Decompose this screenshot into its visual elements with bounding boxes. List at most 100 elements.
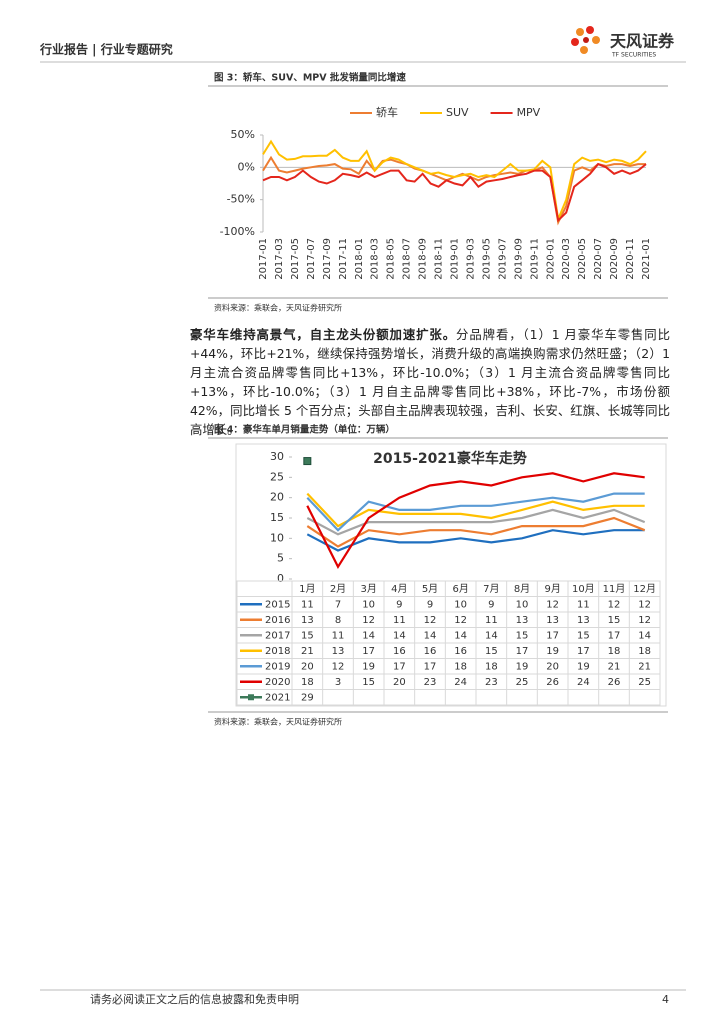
table-value: 10 (454, 599, 467, 610)
table-value: 8 (335, 615, 341, 626)
chart-frame (235, 443, 667, 707)
table-value: 23 (424, 677, 437, 688)
x-tick-label: 8月 (514, 583, 530, 595)
x-tick-label: 4月 (391, 583, 407, 595)
series-line (306, 492, 645, 528)
x-tick-label: 9月 (544, 583, 560, 595)
y-tick-label: 0 (277, 572, 284, 585)
table-value: 12 (332, 661, 345, 672)
table-value: 7 (335, 599, 341, 610)
table-value: 3 (335, 677, 341, 688)
table-value: 12 (638, 599, 651, 610)
table-value: 15 (516, 630, 529, 641)
table-value: 12 (546, 599, 559, 610)
table-value: 17 (516, 646, 529, 657)
table-value: 26 (608, 677, 621, 688)
x-tick-label: 2018-01 (354, 238, 365, 280)
x-tick-label: 2018-07 (402, 238, 413, 280)
table-value: 17 (546, 630, 559, 641)
x-tick-label: 2017-01 (258, 238, 269, 280)
body-paragraph: 豪华车维持高景气，自主龙头份额加速扩张。分品牌看，（1）1 月豪华车零售同比+4… (190, 325, 670, 439)
legend-label: 2018 (265, 646, 290, 657)
y-tick-label: -50% (227, 193, 255, 206)
x-tick-label: 2020-09 (609, 238, 620, 280)
table-value: 21 (608, 661, 621, 672)
x-tick-label: 2020-01 (545, 238, 556, 280)
table-value: 23 (485, 677, 498, 688)
table-value: 15 (301, 630, 314, 641)
x-tick-label: 12月 (633, 583, 656, 595)
table-value: 17 (608, 630, 621, 641)
legend-label: 2017 (265, 630, 290, 641)
figure-caption: 图 3：轿车、SUV、MPV 批发销量同比增速 (214, 72, 406, 84)
logo-icon (571, 26, 600, 54)
table-value: 20 (301, 661, 314, 672)
logo-cn: 天风证券 (610, 32, 675, 51)
x-tick-label: 5月 (422, 583, 438, 595)
table-value: 9 (396, 599, 402, 610)
y-tick-label: 30 (270, 450, 284, 463)
table-value: 18 (608, 646, 621, 657)
x-tick-label: 2017-05 (290, 238, 301, 280)
table-value: 13 (301, 615, 314, 626)
table-value: 25 (638, 677, 651, 688)
table-value: 19 (362, 661, 375, 672)
y-tick-label: 50% (231, 128, 255, 141)
table-value: 13 (577, 615, 590, 626)
table-value: 14 (424, 630, 437, 641)
y-tick-label: -100% (220, 225, 255, 238)
x-tick-label: 2月 (330, 583, 346, 595)
header-section: 行业报告 | 行业专题研究 (39, 42, 173, 57)
table-value: 19 (546, 646, 559, 657)
series-line (262, 162, 647, 223)
table-value: 15 (608, 615, 621, 626)
table-value: 20 (393, 677, 406, 688)
table-value: 26 (546, 677, 559, 688)
x-tick-label: 2017-07 (306, 238, 317, 280)
x-tick-label: 2021-01 (641, 238, 652, 280)
series-line (306, 508, 646, 536)
y-tick-label: 5 (277, 552, 284, 565)
table-value: 12 (638, 615, 651, 626)
table-value: 16 (393, 646, 406, 657)
legend-label: 2020 (265, 677, 290, 688)
table-value: 21 (301, 646, 314, 657)
table-value: 25 (516, 677, 529, 688)
x-tick-label: 3月 (360, 583, 376, 595)
table-value: 14 (638, 630, 651, 641)
series-line (262, 139, 647, 223)
legend-label: SUV (446, 106, 469, 119)
table-value: 13 (332, 646, 345, 657)
legend-label: 2019 (265, 661, 290, 672)
table-value: 14 (485, 630, 498, 641)
table-value: 19 (577, 661, 590, 672)
series-line (306, 472, 645, 570)
table-value: 11 (577, 599, 590, 610)
table-value: 14 (454, 630, 467, 641)
x-tick-label: 6月 (452, 583, 468, 595)
x-tick-label: 2018-05 (386, 238, 397, 280)
table-value: 24 (454, 677, 467, 688)
y-tick-label: 10 (270, 531, 284, 544)
x-tick-label: 2019-09 (513, 238, 524, 280)
x-tick-label: 2020-07 (593, 238, 604, 280)
y-tick-label: 15 (270, 511, 284, 524)
table-value: 10 (362, 599, 375, 610)
x-tick-label: 2019-01 (450, 238, 461, 280)
table-value: 13 (546, 615, 559, 626)
chart-title: 2015-2021豪华车走势 (373, 450, 527, 467)
legend-marker (248, 694, 254, 701)
table-value: 17 (362, 646, 375, 657)
table-value: 20 (546, 661, 559, 672)
logo-en: TF SECURITIES (611, 52, 656, 59)
table-value: 24 (577, 677, 590, 688)
table-value: 17 (577, 646, 590, 657)
legend-label: 轿车 (376, 105, 398, 119)
table-value: 17 (393, 661, 406, 672)
table-value: 11 (301, 599, 314, 610)
table-value: 18 (638, 646, 651, 657)
table-value: 14 (362, 630, 375, 641)
table-value: 21 (638, 661, 651, 672)
table-value: 11 (393, 615, 406, 626)
